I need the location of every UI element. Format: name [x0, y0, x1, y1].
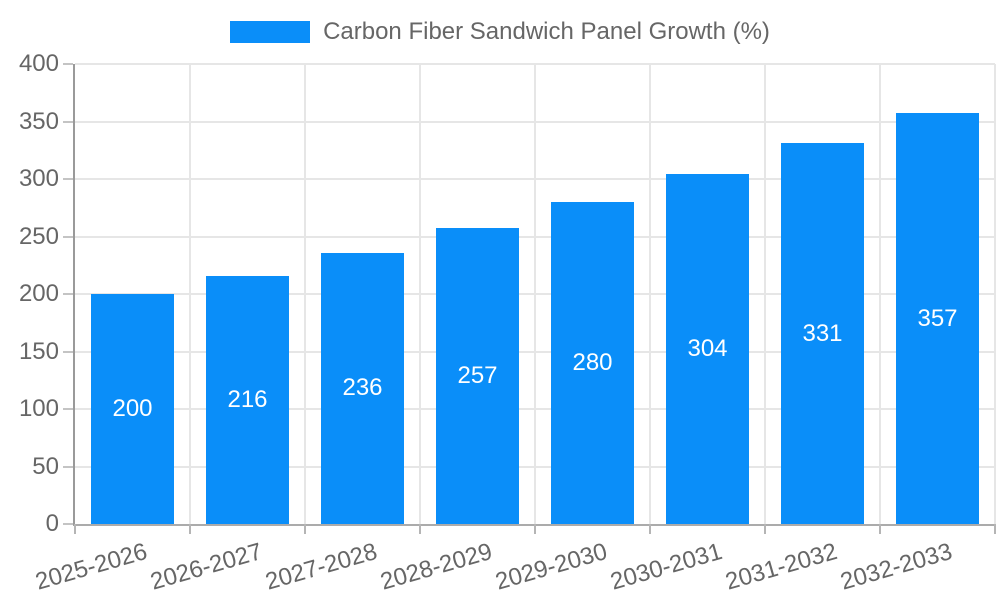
y-tick-label: 50 [32, 452, 59, 480]
legend-swatch-icon [230, 21, 311, 43]
gridline-v [764, 64, 766, 524]
legend: Carbon Fiber Sandwich Panel Growth (%) [0, 18, 1000, 46]
x-axis-tick [649, 524, 651, 534]
x-axis-tick [764, 524, 766, 534]
x-tick-label: 2030-2031 [607, 538, 725, 596]
bar-value-label: 200 [112, 395, 153, 422]
y-tick-label: 350 [18, 107, 59, 135]
gridline-v [649, 64, 651, 524]
x-axis-tick [534, 524, 536, 534]
x-axis-tick [189, 524, 191, 534]
gridline-v [189, 64, 191, 524]
bar-value-label: 331 [802, 319, 843, 347]
bar-2029-2030[interactable]: 280 [551, 202, 634, 524]
x-tick-label: 2026-2027 [147, 538, 265, 596]
x-tick-label: 2025-2026 [32, 538, 150, 596]
x-axis-tick [994, 524, 996, 534]
y-axis-tick [63, 408, 73, 410]
bar-2032-2033[interactable]: 357 [896, 113, 979, 524]
bar-2028-2029[interactable]: 257 [436, 228, 519, 524]
bar-value-label: 304 [687, 335, 728, 363]
plot-area: 0 50 100 150 200 250 300 350 400 200 216 236 257 280 3… [19, 50, 996, 596]
bar-value-label: 236 [342, 374, 383, 402]
x-tick-label: 2028-2029 [377, 538, 495, 596]
y-tick-label: 200 [18, 280, 59, 307]
x-axis-tick [74, 524, 76, 534]
bar-2027-2028[interactable]: 236 [321, 252, 404, 524]
bar-value-label: 257 [457, 362, 498, 390]
x-axis-tick [304, 524, 306, 534]
y-axis-tick [63, 350, 73, 353]
legend-item[interactable]: Carbon Fiber Sandwich Panel Growth (%) [230, 18, 770, 46]
y-tick-label: 250 [18, 222, 59, 250]
gridline-v [879, 64, 881, 524]
x-tick-label: 2032-2033 [837, 538, 955, 596]
x-axis-tick [419, 524, 421, 534]
legend-label: Carbon Fiber Sandwich Panel Growth (%) [323, 18, 770, 45]
bar-2026-2027[interactable]: 216 [206, 275, 289, 524]
gridline-v [994, 64, 996, 524]
x-tick-label: 2027-2028 [262, 538, 380, 596]
y-axis-tick [63, 465, 73, 468]
y-axis-tick [63, 178, 73, 180]
y-tick-label: 300 [18, 165, 59, 192]
bar-value-label: 357 [917, 304, 958, 332]
y-axis-tick [63, 523, 73, 525]
gridline-v [534, 64, 536, 524]
y-axis-tick [63, 235, 73, 238]
y-tick-label: 150 [18, 337, 59, 365]
y-tick-label: 100 [18, 395, 59, 422]
gridline-v [304, 64, 306, 524]
y-axis-tick [63, 293, 73, 295]
y-axis-tick [63, 120, 73, 123]
gridline-v [419, 64, 421, 524]
x-tick-label: 2029-2030 [492, 538, 610, 596]
x-tick-label: 2031-2032 [722, 538, 840, 596]
x-axis-tick [879, 524, 881, 534]
bar-2025-2026[interactable]: 200 [91, 294, 174, 524]
bar-2030-2031[interactable]: 304 [666, 174, 749, 524]
y-tick-label: 400 [18, 50, 59, 77]
y-tick-label: 0 [45, 510, 59, 537]
bar-value-label: 280 [572, 349, 613, 376]
bar-value-label: 216 [227, 385, 268, 413]
bar-2031-2032[interactable]: 331 [781, 143, 864, 524]
y-axis-tick [63, 63, 73, 66]
